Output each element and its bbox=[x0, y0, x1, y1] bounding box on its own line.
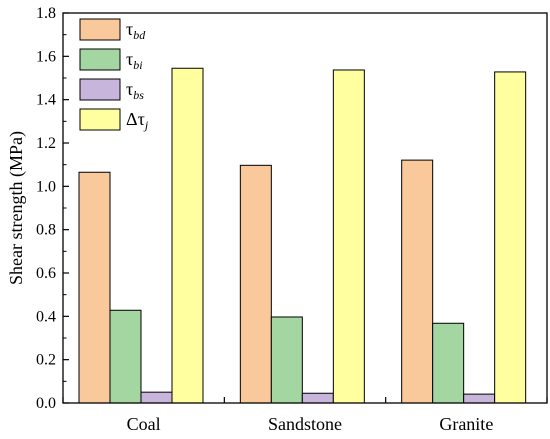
legend-label-bd: τbd bbox=[126, 19, 146, 42]
bar-bi-granite bbox=[432, 322, 465, 404]
bars-layer bbox=[78, 67, 527, 404]
x-tick-label: Coal bbox=[127, 414, 161, 434]
legend-swatch-bd bbox=[79, 18, 121, 41]
legend-label-j: Δτj bbox=[126, 109, 149, 132]
y-tick-label: 0.2 bbox=[36, 352, 56, 369]
y-tick-label: 0.0 bbox=[36, 395, 56, 412]
legend-swatch-bi bbox=[79, 48, 121, 71]
y-axis: 0.0 0.2 0.4 0.6 0.8 1.0 1.2 1.4 1.6 1.8 bbox=[36, 5, 69, 412]
legend-swatch-bs bbox=[79, 78, 121, 101]
x-tick-label: Sandstone bbox=[268, 414, 342, 434]
y-tick-label: 1.8 bbox=[36, 5, 56, 22]
y-tick-label: 1.2 bbox=[36, 135, 56, 152]
y-axis-title: Shear strength (MPa) bbox=[6, 131, 27, 285]
y-tick-label: 1.4 bbox=[36, 92, 56, 109]
legend-label-bs: τbs bbox=[126, 79, 144, 102]
legend-label-bi: τbi bbox=[126, 49, 143, 72]
x-tick-label: Granite bbox=[439, 414, 493, 434]
bar-j-granite bbox=[494, 71, 527, 404]
y-tick-label: 1.6 bbox=[36, 48, 56, 65]
y-tick-label: 0.8 bbox=[36, 222, 56, 239]
bar-bd-granite bbox=[401, 159, 434, 404]
y-tick-label: 1.0 bbox=[36, 178, 56, 195]
legend: τbd τbi τbs Δτj bbox=[79, 18, 149, 132]
bar-j-coal bbox=[171, 67, 204, 404]
legend-swatch-j bbox=[79, 108, 121, 131]
y-tick-label: 0.6 bbox=[36, 265, 56, 282]
bar-bs-coal bbox=[140, 391, 173, 404]
bar-bs-granite bbox=[463, 393, 496, 404]
bar-bd-sandstone bbox=[239, 164, 272, 404]
x-axis: Coal Sandstone Granite bbox=[62, 397, 548, 434]
bar-j-sandstone bbox=[332, 69, 365, 404]
y-tick-label: 0.4 bbox=[36, 308, 56, 325]
bar-bd-coal bbox=[78, 171, 111, 404]
bar-bi-coal bbox=[109, 309, 142, 404]
bar-bi-sandstone bbox=[270, 316, 303, 404]
bar-bs-sandstone bbox=[301, 392, 334, 404]
